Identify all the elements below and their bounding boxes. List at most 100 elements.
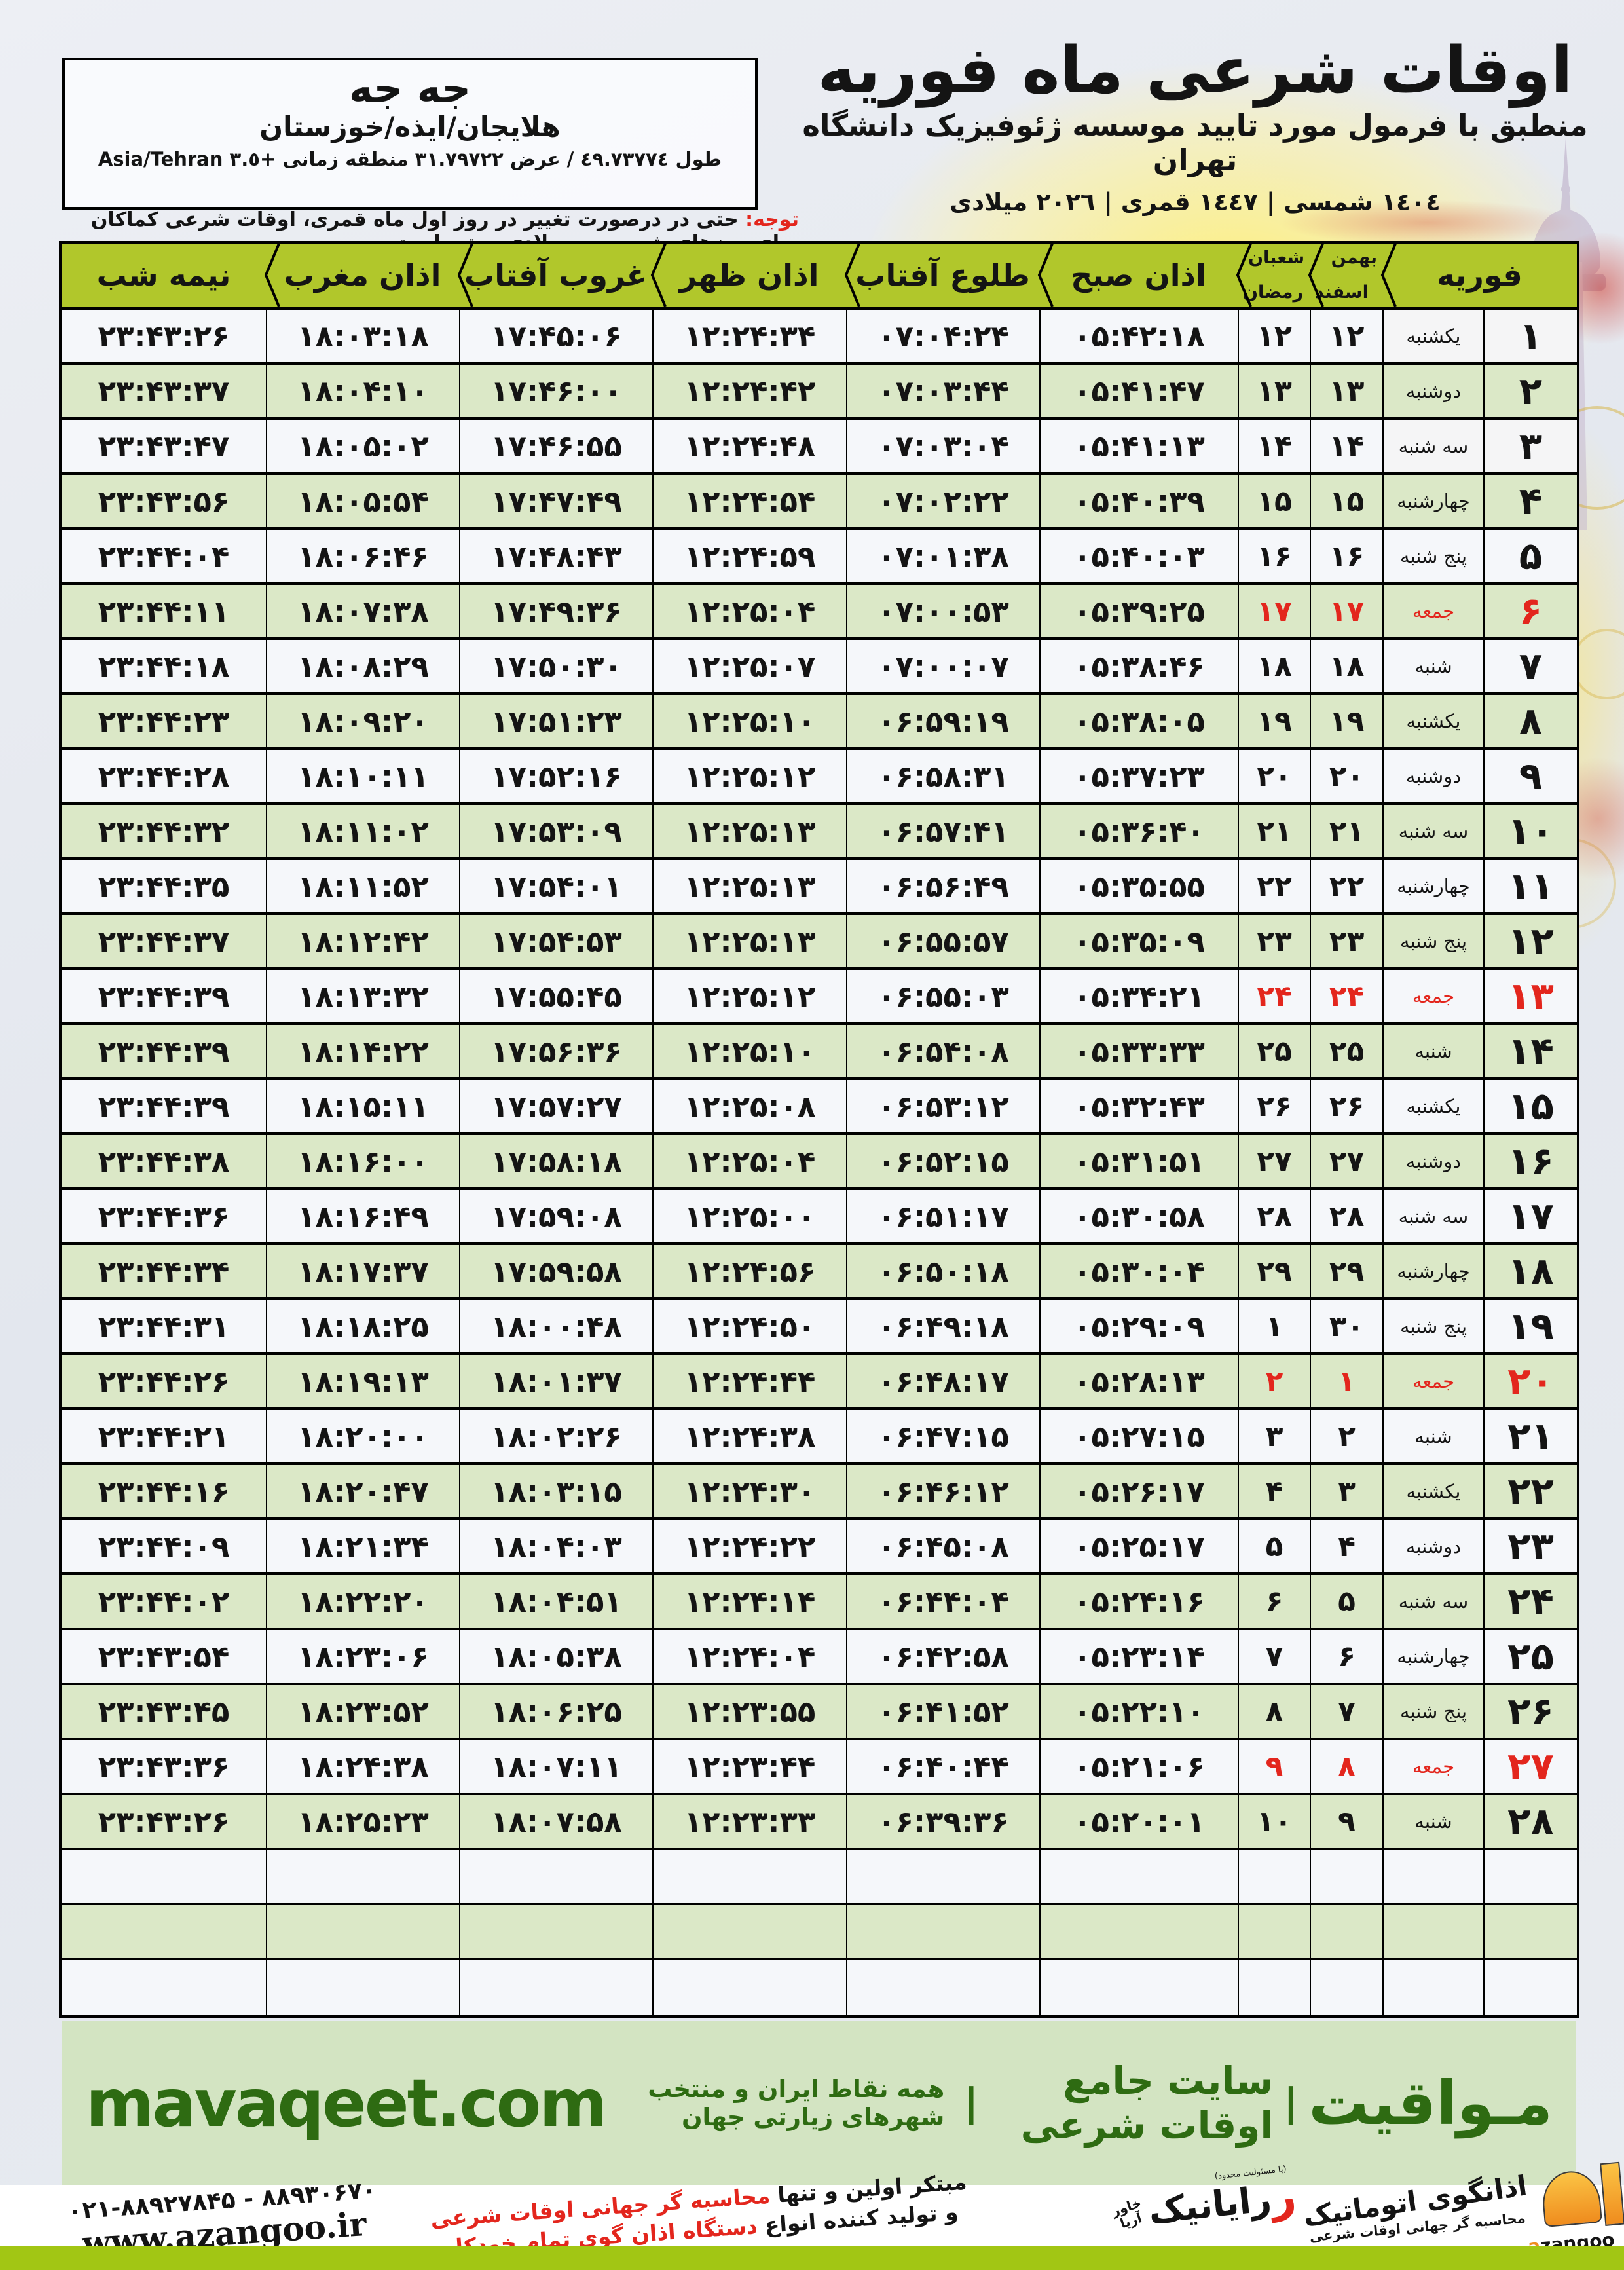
cell-midnight-time: ۲۳:۴۴:۳۹ xyxy=(98,1033,230,1069)
cell-maghrib-time xyxy=(266,1960,459,2015)
mavaqeet-banner: مـواقیت | سایت جامع اوقات شرعی | همه نقا… xyxy=(62,2021,1576,2185)
cell-dhuhr-time: ۱۲:۲۴:۱۴ xyxy=(652,1575,846,1628)
cell-hijri-day: ۲۶ xyxy=(1238,1080,1310,1132)
cell-maghrib-time: ۱۸:۲۳:۵۲ xyxy=(266,1685,459,1738)
cell-dhuhr-time: ۱۲:۲۴:۵۹ xyxy=(652,530,846,582)
cell-dhuhr-time: ۱۲:۲۴:۴۲ xyxy=(652,365,846,417)
cell-maghrib-time: ۱۸:۲۵:۲۳ xyxy=(266,1795,459,1848)
mavaqeet-tagline: همه نقاط ایران و منتخب شهرهای زیارتی جها… xyxy=(648,2075,945,2131)
cell-february-day xyxy=(1483,1960,1577,2015)
page-subtitle: منطبق با فرمول مورد تایید موسسه ژئوفیزیک… xyxy=(802,107,1588,177)
rayanik-initial: ر xyxy=(1268,2170,1299,2223)
cell-weekday: پنج شنبه xyxy=(1382,915,1483,967)
cell-february-day: ۱۰ xyxy=(1483,805,1577,857)
cell-jalali-day: ۱۳ xyxy=(1310,365,1382,417)
cell-jalali-day: ۱۹ xyxy=(1310,695,1382,747)
header-cell-dhuhr: اذان ظهر xyxy=(650,244,846,307)
table-row: ۱۵ یکشنبه ۲۶ ۲۶ ۰۵:۳۲:۴۳ ۰۶:۵۳:۱۲ ۱۲:۲۵:… xyxy=(62,1080,1577,1135)
cell-weekday: دوشنبه xyxy=(1382,365,1483,417)
cell-maghrib-time xyxy=(266,1905,459,1958)
cell-sunset-time: ۱۷:۵۶:۳۶ xyxy=(459,1025,652,1077)
cell-jalali-day: ۶ xyxy=(1310,1630,1382,1683)
cell-maghrib-time: ۱۸:۱۶:۰۰ xyxy=(266,1135,459,1187)
cell-weekday: دوشنبه xyxy=(1382,1520,1483,1572)
cell-sunrise-time: ۰۷:۰۳:۴۴ xyxy=(846,365,1039,417)
table-row: ۱۷ سه شنبه ۲۸ ۲۸ ۰۵:۳۰:۵۸ ۰۶:۵۱:۱۷ ۱۲:۲۵… xyxy=(62,1190,1577,1245)
cell-sunset-time: ۱۷:۴۶:۵۵ xyxy=(459,420,652,472)
cell-hijri-day: ۳ xyxy=(1238,1410,1310,1462)
cell-hijri-day: ۶ xyxy=(1238,1575,1310,1628)
cell-sunrise-time: ۰۶:۳۹:۳۶ xyxy=(846,1795,1039,1848)
table-row: ۲۶ پنج شنبه ۷ ۸ ۰۵:۲۲:۱۰ ۰۶:۴۱:۵۲ ۱۲:۲۳:… xyxy=(62,1685,1577,1740)
cell-fajr-time: ۰۵:۳۴:۲۱ xyxy=(1039,970,1238,1022)
cell-weekday: یکشنبه xyxy=(1382,695,1483,747)
cell-fajr-time xyxy=(1039,1960,1238,2015)
table-row xyxy=(62,1960,1577,2015)
mavaqeet-url: mavaqeet.com xyxy=(86,2064,608,2142)
cell-hijri-day: ۲۹ xyxy=(1238,1245,1310,1297)
cell-jalali-day: ۲ xyxy=(1310,1410,1382,1462)
cell-sunrise-time: ۰۶:۵۹:۱۹ xyxy=(846,695,1039,747)
cell-dhuhr-time: ۱۲:۲۵:۰۴ xyxy=(652,1135,846,1187)
table-row: ۷ شنبه ۱۸ ۱۸ ۰۵:۳۸:۴۶ ۰۷:۰۰:۰۷ ۱۲:۲۵:۰۷ … xyxy=(62,640,1577,695)
table-row: ۲۸ شنبه ۹ ۱۰ ۰۵:۲۰:۰۱ ۰۶:۳۹:۳۶ ۱۲:۲۳:۳۳ … xyxy=(62,1795,1577,1850)
cell-february-day: ۲۵ xyxy=(1483,1630,1577,1683)
cell-jalali-day xyxy=(1310,1960,1382,2015)
cell-weekday: جمعه xyxy=(1382,970,1483,1022)
cell-dhuhr-time: ۱۲:۲۵:۰۸ xyxy=(652,1080,846,1132)
cell-sunset-time: ۱۷:۴۵:۰۶ xyxy=(459,310,652,362)
header-label: فوریه xyxy=(1437,257,1522,293)
header-cell-fajr: اذان صبح xyxy=(1037,244,1238,307)
cell-weekday: پنج شنبه xyxy=(1382,530,1483,582)
cell-fajr-time: ۰۵:۲۷:۱۵ xyxy=(1039,1410,1238,1462)
cell-sunset-time: ۱۷:۵۷:۲۷ xyxy=(459,1080,652,1132)
cell-hijri-day: ۱۵ xyxy=(1238,475,1310,527)
cell-hijri-day: ۱۷ xyxy=(1238,585,1310,637)
cell-hijri-day: ۱۸ xyxy=(1238,640,1310,692)
cell-hijri-day: ۲۱ xyxy=(1238,805,1310,857)
cell-jalali-day: ۱۲ xyxy=(1310,310,1382,362)
cell-sunset-time: ۱۷:۵۴:۰۱ xyxy=(459,860,652,912)
cell-maghrib-time: ۱۸:۲۱:۳۴ xyxy=(266,1520,459,1572)
header-label: اذان ظهر xyxy=(679,257,819,293)
bottom-bar xyxy=(0,2246,1624,2270)
cell-fajr-time: ۰۵:۳۲:۴۳ xyxy=(1039,1080,1238,1132)
cell-midnight-time: ۲۳:۴۴:۲۱ xyxy=(98,1419,230,1454)
cell-february-day: ۲۴ xyxy=(1483,1575,1577,1628)
cell-february-day: ۲۳ xyxy=(1483,1520,1577,1572)
header-label: اذان صبح xyxy=(1071,257,1206,293)
table-row: ۶ جمعه ۱۷ ۱۷ ۰۵:۳۹:۲۵ ۰۷:۰۰:۵۳ ۱۲:۲۵:۰۴ … xyxy=(62,585,1577,640)
cell-fajr-time xyxy=(1039,1850,1238,1903)
table-row: ۲۱ شنبه ۲ ۳ ۰۵:۲۷:۱۵ ۰۶:۴۷:۱۵ ۱۲:۲۴:۳۸ ۱… xyxy=(62,1410,1577,1465)
table-row xyxy=(62,1905,1577,1960)
cell-midnight-time: ۲۳:۴۴:۳۲ xyxy=(98,813,230,849)
cell-february-day: ۲۸ xyxy=(1483,1795,1577,1848)
cell-weekday: سه شنبه xyxy=(1382,420,1483,472)
chevron-divider-icon xyxy=(650,244,667,307)
table-row: ۲۴ سه شنبه ۵ ۶ ۰۵:۲۴:۱۶ ۰۶:۴۴:۰۴ ۱۲:۲۴:۱… xyxy=(62,1575,1577,1630)
cell-sunset-time: ۱۷:۵۳:۰۹ xyxy=(459,805,652,857)
cell-fajr-time: ۰۵:۳۰:۰۴ xyxy=(1039,1245,1238,1297)
cell-weekday: سه شنبه xyxy=(1382,1575,1483,1628)
cell-sunset-time xyxy=(459,1960,652,2015)
azangoo-text: اذانگوی اتوماتیک محاسبه گر جهانی اوقات ش… xyxy=(1301,2169,1531,2245)
cell-february-day: ۲ xyxy=(1483,365,1577,417)
cell-sunset-time: ۱۸:۰۰:۴۸ xyxy=(459,1300,652,1352)
cell-sunrise-time: ۰۶:۵۵:۰۳ xyxy=(846,970,1039,1022)
cell-weekday xyxy=(1382,1960,1483,2015)
cell-sunset-time: ۱۸:۰۳:۱۵ xyxy=(459,1465,652,1517)
header-cell-sunrise: طلوع آفتاب xyxy=(844,244,1039,307)
cell-sunset-time: ۱۸:۰۱:۳۷ xyxy=(459,1355,652,1407)
cell-maghrib-time: ۱۸:۱۱:۵۲ xyxy=(266,860,459,912)
cell-february-day: ۴ xyxy=(1483,475,1577,527)
table-row: ۱۹ پنج شنبه ۳۰ ۱ ۰۵:۲۹:۰۹ ۰۶:۴۹:۱۸ ۱۲:۲۴… xyxy=(62,1300,1577,1355)
banner-divider: | xyxy=(964,2080,979,2126)
cell-maghrib-time: ۱۸:۰۵:۵۴ xyxy=(266,475,459,527)
cell-february-day: ۱۱ xyxy=(1483,860,1577,912)
cell-fajr-time: ۰۵:۲۰:۰۱ xyxy=(1039,1795,1238,1848)
table-row: ۲۵ چهارشنبه ۶ ۷ ۰۵:۲۳:۱۴ ۰۶:۴۲:۵۸ ۱۲:۲۴:… xyxy=(62,1630,1577,1685)
cell-midnight-time: ۲۳:۴۴:۳۷ xyxy=(98,923,230,959)
cell-february-day: ۷ xyxy=(1483,640,1577,692)
cell-fajr-time: ۰۵:۴۰:۰۳ xyxy=(1039,530,1238,582)
cell-midnight-time: ۲۳:۴۴:۲۳ xyxy=(98,703,230,739)
